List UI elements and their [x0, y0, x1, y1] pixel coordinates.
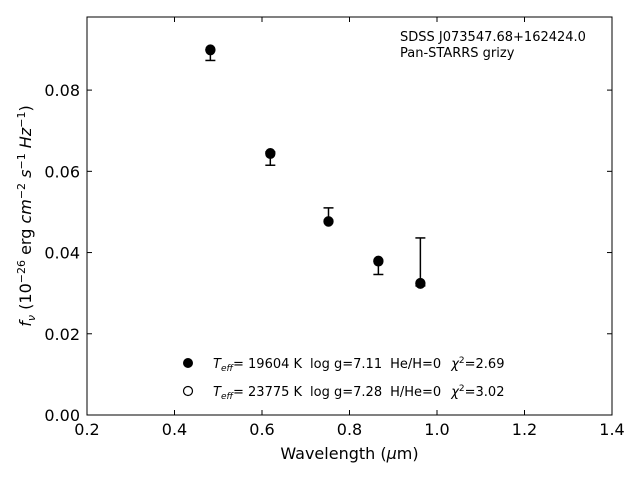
y-tick-label: 0.00: [44, 406, 80, 425]
model-point-open: [323, 216, 334, 227]
x-tick-label: 1.0: [424, 420, 449, 439]
axes: 0.2 0.4 0.6 0.8 1.0 1.2 1.4 0.00 0.02 0.04 0.06 0.0…: [44, 16, 625, 439]
y-tick-label: 0.04: [44, 244, 80, 263]
x-tick-label: 1.2: [512, 420, 537, 439]
legend-marker-filled: [183, 358, 193, 368]
y-tick-label: 0.08: [44, 81, 80, 100]
x-tick-label: 1.4: [599, 420, 624, 439]
y-axis-title: fν (10−26 erg cm−2 s−1 Hz−1): [15, 105, 38, 326]
model-point-open: [205, 45, 216, 56]
model-point-open: [373, 256, 384, 267]
survey-label: Pan-STARRS grizy: [400, 46, 515, 61]
y-tick-label: 0.06: [44, 162, 80, 181]
x-tick-label: 0.4: [162, 420, 187, 439]
plot-frame: [86, 16, 613, 416]
y-tick-label: 0.02: [44, 325, 80, 344]
data-series: [205, 44, 426, 289]
x-tick-label: 0.6: [249, 420, 274, 439]
x-tick-label: 0.2: [74, 420, 99, 439]
object-name-label: SDSS J073547.68+162424.0: [400, 30, 586, 45]
model-point-open: [415, 278, 426, 289]
model-point-open: [265, 148, 276, 159]
x-axis-title: Wavelength (μm): [280, 444, 418, 463]
error-bars: [205, 49, 426, 287]
legend-marker-open: [182, 385, 194, 397]
x-tick-label: 0.8: [337, 420, 362, 439]
